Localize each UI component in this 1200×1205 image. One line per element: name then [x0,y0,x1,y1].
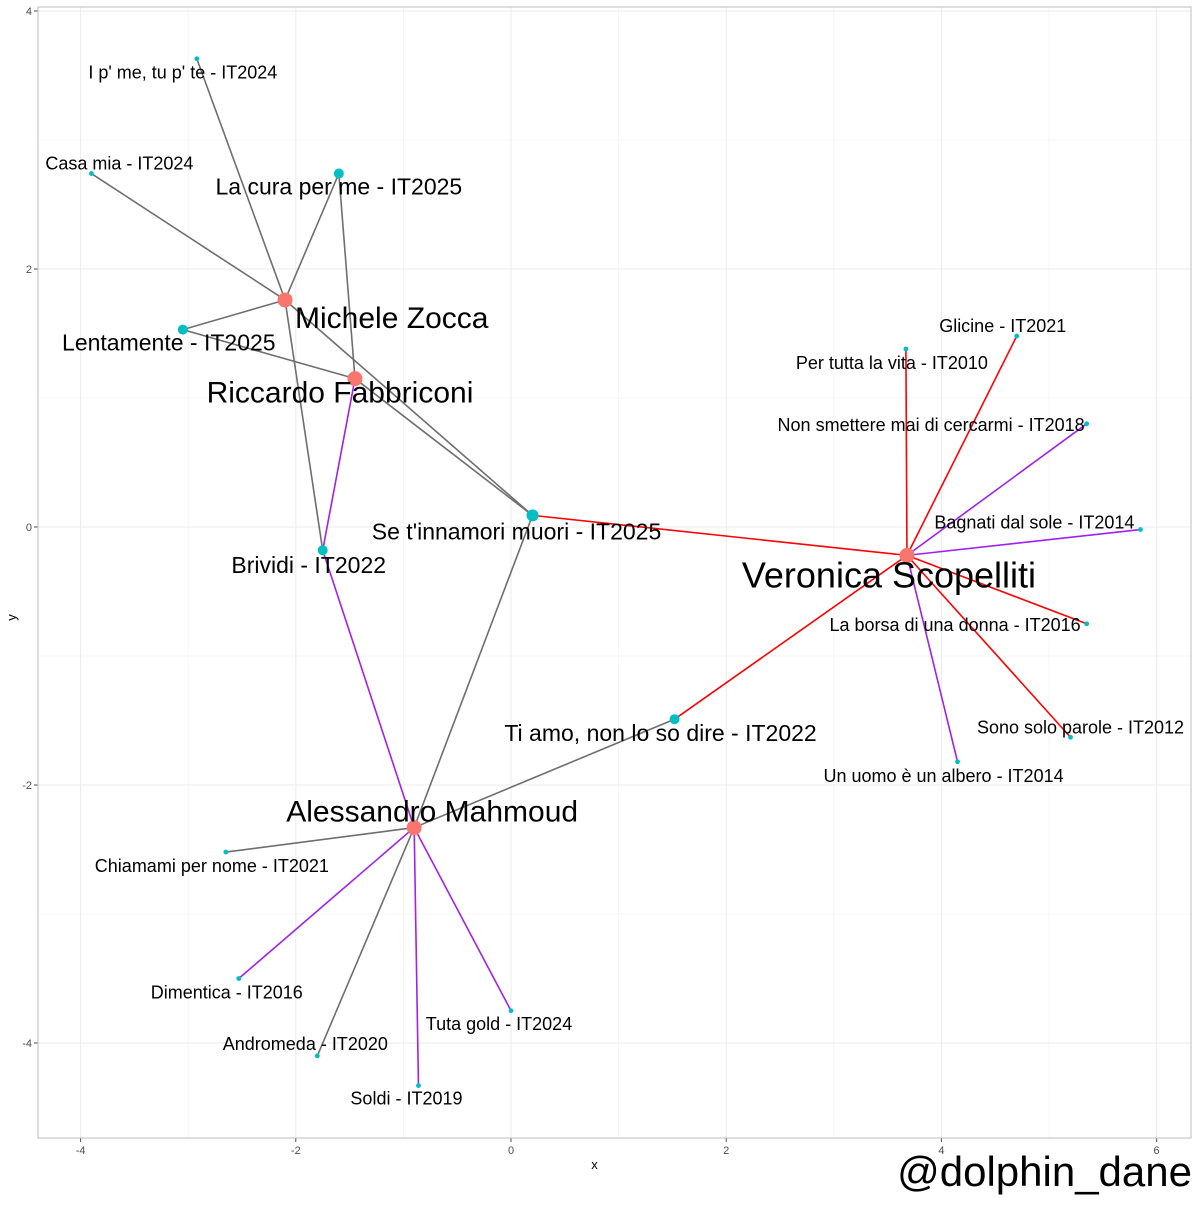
song-node-s_laborsa [1084,621,1090,627]
song-label-s_lentamente: Lentamente - IT2025 [62,330,276,356]
song-label-s_chiamami: Chiamami per nome - IT2021 [95,856,329,876]
song-label-s_soldi: Soldi - IT2019 [350,1089,462,1109]
song-label-s_dimentica: Dimentica - IT2016 [151,983,303,1003]
song-label-s_brividi: Brividi - IT2022 [231,552,386,578]
artist-node-riccardo [347,371,363,387]
song-node-s_glicine [1014,333,1020,339]
song-node-s_brividi [317,545,328,556]
edge-alessandro-s_seti [413,515,534,828]
node-layer [88,56,1143,1088]
x-tick-label: -2 [291,1145,301,1157]
edge-michele-s_lacura [284,173,340,301]
edge-veronica-s_laborsa [906,554,1087,625]
song-node-s_tiamo [669,714,680,725]
song-node-s_ipme [194,56,200,62]
x-tick-label: 2 [723,1145,729,1157]
y-tick-label: 4 [26,6,32,18]
grid-layer [38,7,1191,1138]
song-node-s_andromeda [314,1053,320,1059]
song-label-s_bagnati: Bagnati dal sole - IT2014 [934,513,1134,533]
x-axis-title: x [591,1157,598,1172]
edge-michele-s_lentamente [182,299,286,331]
edge-riccardo-s_lacura [338,173,356,379]
edge-riccardo-s_brividi [321,378,356,551]
song-label-s_tuta: Tuta gold - IT2024 [426,1014,572,1034]
artist-label-riccardo: Riccardo Fabbriconi [207,377,474,410]
y-tick-label: -2 [22,780,32,792]
song-node-s_seti [526,509,539,522]
edge-michele-s_seti [284,299,534,516]
song-node-s_sonosolo [1068,734,1073,740]
artist-label-michele: Michele Zocca [295,302,489,335]
edge-layer [90,58,1141,1086]
song-label-s_casamia: Casa mia - IT2024 [45,154,193,174]
edge-veronica-s_sonosolo [906,554,1072,738]
edge-alessandro-s_tuta [413,827,512,1012]
song-label-s_ipme: I p' me, tu p' te - IT2024 [88,63,277,83]
edge-alessandro-s_tiamo [413,718,675,829]
x-tick-label: 4 [938,1145,944,1157]
y-tick-label: 0 [26,522,32,534]
song-node-s_chiamami [223,849,229,855]
song-node-s_unuomo [955,759,960,765]
song-label-s_tiamo: Ti amo, non lo so dire - IT2022 [504,720,816,746]
song-node-s_soldi [416,1083,421,1088]
song-label-s_pertutta: Per tutta la vita - IT2010 [796,353,988,373]
x-tick-label: -4 [76,1145,86,1157]
x-tick-label: 0 [508,1145,514,1157]
song-label-s_unuomo: Un uomo è un albero - IT2014 [823,766,1063,786]
song-label-s_andromeda: Andromeda - IT2020 [223,1034,388,1054]
artist-node-michele [277,292,293,308]
song-node-s_casamia [88,171,94,176]
song-label-s_laborsa: La borsa di una donna - IT2016 [829,615,1080,635]
song-label-s_lacura: La cura per me - IT2025 [215,174,462,200]
song-label-s_sonosolo: Sono solo parole - IT2012 [977,717,1184,737]
edge-riccardo-s_lentamente [182,328,356,380]
artist-label-alessandro: Alessandro Mahmoud [286,796,578,829]
song-node-s_bagnati [1138,527,1143,532]
x-tick-label: 6 [1154,1145,1160,1157]
edge-alessandro-s_soldi [413,827,420,1086]
edge-michele-s_brividi [284,299,324,551]
song-node-s_dimentica [236,976,242,981]
edge-veronica-s_seti [532,514,908,557]
edge-riccardo-s_seti [354,378,534,517]
song-label-s_nonsmettere: Non smettere mai di cercarmi - IT2018 [778,415,1085,435]
watermark-text: @dolphin_dane [897,1148,1192,1195]
artist-label-veronica: Veronica Scopelliti [742,554,1036,595]
edge-veronica-s_tiamo [674,554,908,720]
edge-alessandro-s_brividi [321,549,415,828]
panel-border [37,6,1192,1139]
edge-alessandro-s_andromeda [316,827,415,1057]
song-node-s_nonsmettere [1084,421,1090,427]
y-axis-title: y [4,614,19,621]
song-node-s_lacura [333,168,344,179]
edge-alessandro-s_chiamami [225,826,415,853]
edge-michele-s_ipme [196,58,286,301]
axis-layer: -4 -2 0 2 4 6 -4 -2 0 2 4 x y [4,6,1192,1172]
song-node-s_lentamente [177,324,188,335]
song-node-s_pertutta [903,346,909,352]
edge-veronica-s_glicine [906,335,1018,556]
song-label-s_glicine: Glicine - IT2021 [939,316,1066,336]
song-node-s_tuta [508,1008,514,1014]
song-label-s_seti: Se t'innamori muori - IT2025 [372,518,661,544]
artist-node-veronica [899,547,915,563]
edge-veronica-s_nonsmettere [906,423,1088,557]
y-tick-label: -4 [22,1038,32,1050]
edge-veronica-s_pertutta [905,348,908,556]
label-layer: Michele Zocca Riccardo Fabbriconi Veronica… [45,63,1184,1109]
edge-veronica-s_unuomo [906,555,959,762]
edge-alessandro-s_dimentica [238,826,415,980]
artist-node-alessandro [406,820,422,836]
edge-michele-s_casamia [90,172,286,301]
edge-veronica-s_bagnati [906,528,1141,557]
y-tick-label: 2 [26,264,32,276]
